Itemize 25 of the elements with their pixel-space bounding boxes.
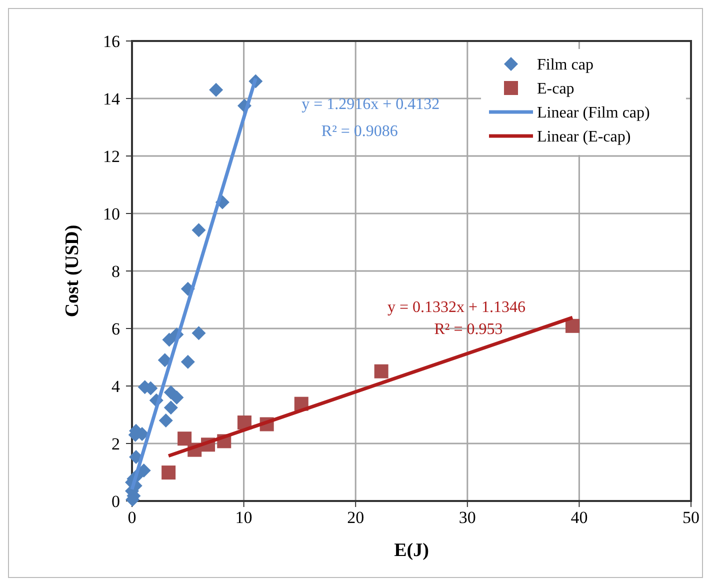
- legend-label: Linear (E-cap): [537, 128, 631, 146]
- y-tick-label: 4: [112, 376, 120, 396]
- x-tick-label: 40: [570, 508, 588, 527]
- x-tick-label: 10: [235, 508, 252, 527]
- x-tick-label: 50: [682, 508, 700, 527]
- y-tick-label: 0: [112, 492, 120, 511]
- y-tick-label: 8: [112, 262, 120, 281]
- annotation: R² = 0.9086: [321, 122, 398, 140]
- y-tick-label: 10: [103, 204, 120, 224]
- annotation: y = 1.2916x + 0.4132: [302, 96, 440, 113]
- y-tick-label: 14: [103, 89, 120, 108]
- legend-label: E-cap: [537, 80, 574, 98]
- x-tick-label: 30: [458, 508, 476, 527]
- x-axis-title: E(J): [394, 540, 429, 561]
- annotation: y = 0.1332x + 1.1346: [387, 299, 526, 316]
- y-tick-label: 6: [112, 319, 120, 338]
- y-tick-label: 12: [103, 146, 120, 166]
- x-tick-label: 0: [128, 508, 136, 527]
- x-tick-label: 20: [347, 508, 364, 527]
- annotation: R² = 0.953: [434, 321, 503, 338]
- legend-label: Film cap: [537, 56, 594, 74]
- y-tick-label: 2: [112, 434, 120, 454]
- legend-label: Linear (Film cap): [537, 104, 650, 122]
- y-axis-title: Cost (USD): [62, 224, 83, 318]
- y-tick-label: 16: [103, 32, 120, 51]
